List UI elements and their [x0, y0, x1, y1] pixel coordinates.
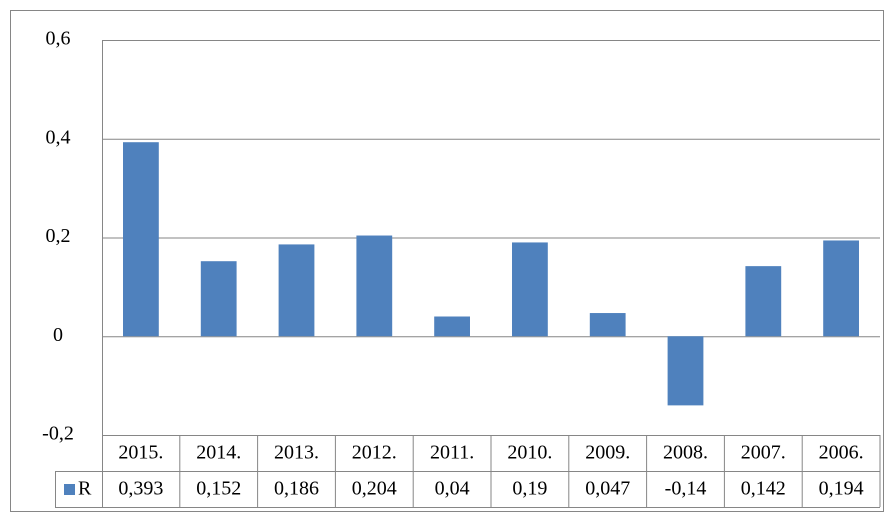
data-label: 0,194	[819, 478, 864, 500]
bar	[434, 316, 470, 337]
x-tick-label: 2010.	[507, 442, 552, 464]
x-tick-label: 2008.	[663, 442, 708, 464]
data-label: 0,186	[274, 478, 319, 500]
bar	[823, 240, 859, 337]
data-label: 0,152	[196, 478, 241, 500]
data-label: 0,047	[585, 478, 630, 500]
x-tick-label: 2015.	[118, 442, 163, 464]
bar	[589, 313, 626, 337]
y-tick-label: 0,2	[46, 225, 71, 247]
data-label: -0,14	[665, 478, 707, 500]
x-tick-label: 2013.	[274, 442, 319, 464]
data-label: 0,393	[118, 478, 163, 500]
y-tick-label: 0,6	[46, 28, 71, 50]
bar	[278, 244, 315, 337]
x-tick-label: 2012.	[352, 442, 397, 464]
legend-key	[64, 484, 75, 495]
x-tick-label: 2006.	[819, 442, 864, 464]
data-label: 0,142	[741, 478, 786, 500]
bar	[745, 266, 782, 337]
y-tick-label: -0,2	[42, 423, 74, 445]
data-label: 0,04	[435, 478, 470, 500]
bar	[667, 336, 704, 406]
x-tick-label: 2007.	[741, 442, 786, 464]
x-tick-label: 2011.	[430, 442, 474, 464]
y-tick-label: 0	[53, 324, 63, 346]
legend-label: R	[78, 478, 92, 500]
bar	[123, 142, 159, 337]
x-tick-label: 2009.	[585, 442, 630, 464]
bar	[512, 242, 548, 337]
bar	[356, 235, 393, 337]
y-tick-label: 0,4	[46, 126, 71, 148]
bar	[200, 261, 237, 337]
data-label: 0,204	[352, 478, 397, 500]
x-tick-label: 2014.	[196, 442, 241, 464]
data-label: 0,19	[512, 478, 547, 500]
